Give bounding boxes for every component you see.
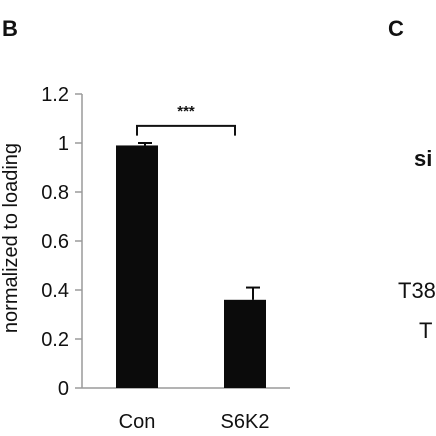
bar-s6k2 — [224, 299, 266, 388]
panel-c-fragment-t38: T38 — [398, 278, 436, 303]
y-tick-label: 0.2 — [41, 329, 69, 351]
y-tick-label: 0 — [58, 378, 69, 400]
panel-c-fragment-si: si — [414, 146, 432, 171]
y-tick-label: 0.4 — [41, 280, 69, 302]
bars — [116, 145, 266, 388]
y-axis-label: normalized to loading — [0, 143, 22, 333]
significance-label: *** — [177, 103, 195, 120]
y-tick-label: 0.8 — [41, 182, 69, 204]
bar-con — [116, 145, 158, 388]
significance-bracket — [136, 124, 236, 136]
y-tick-label: 1.2 — [41, 84, 69, 106]
panel-b-label: B — [2, 16, 18, 41]
panel-c-label: C — [388, 16, 404, 41]
y-tick-label: 1 — [58, 133, 69, 155]
x-axis-labels: Con S6K2 — [119, 411, 270, 433]
y-tick-label: 0.6 — [41, 231, 69, 253]
x-tick-label: S6K2 — [221, 411, 270, 433]
y-axis-ticks: 0 0.2 0.4 0.6 0.8 1 1.2 — [41, 84, 82, 400]
panel-c-fragment-t: T — [419, 318, 432, 343]
error-bars — [138, 142, 260, 300]
x-tick-label: Con — [119, 411, 156, 433]
